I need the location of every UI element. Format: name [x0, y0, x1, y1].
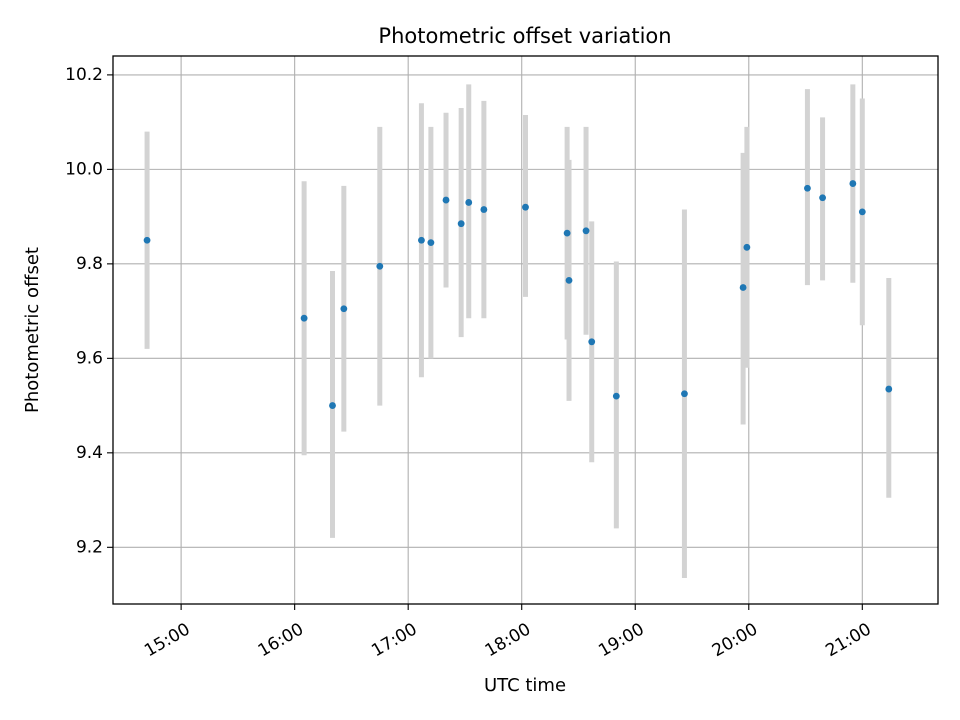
data-point [743, 243, 751, 251]
plot-frame [112, 55, 939, 605]
data-point [340, 305, 348, 313]
chart-title: Photometric offset variation [378, 24, 671, 48]
data-point [565, 276, 573, 284]
data-point [819, 194, 826, 202]
data-point [418, 236, 425, 244]
data-point [582, 227, 590, 235]
data-point [522, 203, 529, 211]
data-point [612, 392, 620, 400]
data-point [588, 338, 596, 346]
data-points [143, 180, 893, 409]
data-point [300, 314, 308, 322]
y-axis-ticks: 9.2 9.4 9.6 9.8 10.0 10.2 [65, 65, 113, 557]
data-point [143, 236, 151, 244]
y-axis-label: Photometric offset [22, 247, 43, 413]
y-tick-label: 10.2 [65, 65, 103, 85]
y-tick-label: 9.8 [76, 254, 103, 274]
data-point [427, 239, 435, 247]
y-tick-label: 10.0 [65, 159, 103, 179]
data-point [329, 402, 336, 409]
data-point [681, 390, 688, 398]
data-point [465, 199, 473, 206]
data-point [563, 229, 571, 237]
data-point [376, 262, 384, 270]
data-point [442, 196, 450, 204]
data-point [457, 220, 465, 228]
data-point [804, 184, 811, 192]
data-point [849, 180, 857, 187]
data-point [858, 208, 866, 216]
data-point [885, 385, 893, 393]
x-axis-label: UTC time [484, 675, 566, 696]
data-point [480, 206, 488, 213]
data-point [739, 284, 747, 291]
y-tick-label: 9.6 [76, 348, 103, 368]
y-tick-label: 9.2 [76, 537, 103, 557]
y-tick-label: 9.4 [76, 443, 103, 463]
